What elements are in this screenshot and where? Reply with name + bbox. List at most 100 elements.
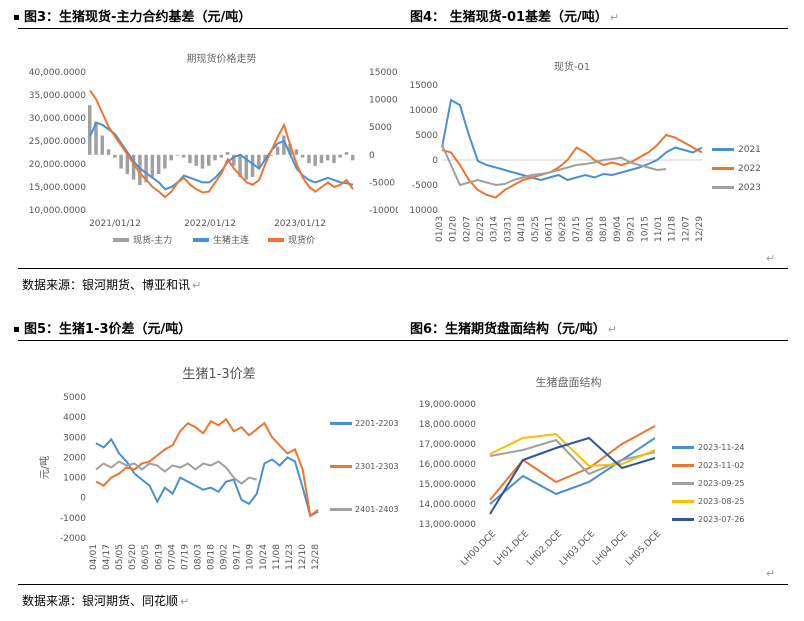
chart-futures-curve-structure: 生猪盘面结构 13,000.0000 14,000.0000 15,000.0000 1… — [419, 375, 745, 568]
return-mark-icon: ↵ — [607, 323, 618, 336]
series-line-2022 — [441, 133, 703, 199]
x-tick-label: 08/01 — [586, 216, 596, 242]
x-tick-label: 11/01 — [654, 216, 664, 242]
basis-bar — [219, 154, 223, 158]
basis-bar — [351, 154, 355, 161]
y-tick-label: 3000 — [63, 433, 86, 443]
basis-bar — [213, 154, 217, 161]
y-tick-label: -2000 — [60, 534, 86, 544]
basis-bar — [119, 154, 123, 169]
legend-swatch — [330, 465, 352, 468]
series-line-2023-11-24 — [489, 437, 656, 505]
legend-swatch — [330, 422, 352, 425]
basis-bar — [181, 154, 186, 158]
basis-bar — [113, 154, 117, 158]
legend-label: 2023 — [738, 183, 761, 193]
x-tick-label: 11/18 — [668, 216, 678, 242]
legend-swatch — [672, 518, 694, 521]
source-note-bottom: 数据来源：银河期货、同花顺 ↵ — [22, 594, 190, 608]
legend-label: 现货价 — [288, 234, 315, 246]
legend-swatch — [113, 238, 129, 242]
y-tick-label: 14,000.0000 — [419, 500, 477, 510]
x-tick-label: 11/23 — [285, 544, 295, 570]
basis-bar — [325, 154, 330, 161]
x-tick-label: 09/21 — [627, 216, 637, 242]
basis-bar — [156, 154, 161, 175]
figure-6-title: 图6：生猪期货盘面结构（元/吨） ↵ — [410, 322, 618, 337]
basis-bar — [88, 105, 92, 155]
basis-bar — [307, 154, 311, 164]
series-line-2023-07-26 — [489, 436, 656, 515]
x-tick-label: 07/19 — [180, 544, 190, 570]
y-tick-label: 17,000.0000 — [419, 440, 477, 450]
y-left-tick-label: 30,000.0000 — [29, 114, 87, 124]
legend-label: 2021 — [738, 145, 761, 155]
x-tick-label: LH05.DCE — [624, 529, 663, 568]
x-tick-label: 05/05 — [115, 544, 125, 570]
y-right-tick-label: -5000 — [369, 178, 395, 188]
basis-bar — [94, 121, 98, 155]
y-tick-label: 1000 — [63, 474, 86, 484]
basis-bar — [332, 154, 336, 164]
basis-bar — [313, 154, 317, 166]
basis-bar — [244, 154, 249, 180]
y-tick-label: 13,000.0000 — [419, 520, 477, 530]
x-tick-label: 01/20 — [449, 216, 459, 242]
legend-label: 2023-08-25 — [698, 497, 745, 506]
middle-rule — [18, 340, 788, 341]
y-tick-label: 0 — [432, 156, 438, 166]
legend-swatch — [672, 464, 694, 467]
y-tick-label: 15000 — [410, 81, 438, 91]
chart-spot-futures-trend: 期现货价格走势 10,000.0000 15,000.0000 20,000.0000… — [29, 52, 398, 246]
source-note-top: 数据来源：银河期货、博亚和讯 ↵ — [22, 278, 202, 292]
legend-swatch — [193, 238, 209, 242]
basis-bar — [106, 149, 111, 155]
y-tick-label: -5000 — [412, 181, 438, 191]
basis-bar — [300, 154, 305, 158]
chart-title: 期现货价格走势 — [187, 52, 257, 65]
chart-title: 现货-01 — [554, 60, 590, 73]
figure-4-title: 图4： 生猪现货-01基差（元/吨） ↵ — [410, 10, 620, 25]
y-tick-label: 19,000.0000 — [419, 400, 477, 410]
basis-bar — [269, 154, 274, 156]
y-left-tick-label: 40,000.0000 — [29, 68, 87, 78]
series-line-2023-11-02 — [489, 425, 656, 501]
y-tick-label: 18,000.0000 — [419, 420, 477, 430]
x-tick-label: 08/03 — [193, 544, 203, 570]
return-mark-icon: ↵ — [609, 11, 620, 24]
basis-bar — [200, 154, 205, 169]
series-line-2023-09-25 — [489, 438, 656, 476]
basis-bar — [206, 154, 211, 166]
y-right-tick-label: 10000 — [369, 96, 398, 106]
legend-label: 现货-主力 — [133, 234, 172, 246]
x-tick-label: 07/15 — [572, 216, 582, 242]
series-line-2023-08-25 — [489, 432, 656, 468]
x-tick-label: 06/19 — [154, 544, 164, 570]
x-tick-label: 06/05 — [141, 544, 151, 570]
basis-bar — [163, 154, 167, 169]
x-tick-label: 12/07 — [681, 216, 691, 242]
y-tick-label: 2000 — [63, 453, 86, 463]
x-tick-label: 10/09 — [246, 544, 256, 570]
y-right-tick-label: -10000 — [369, 206, 398, 216]
top-rule — [18, 28, 788, 29]
basis-bar — [100, 135, 105, 155]
legend-swatch — [712, 186, 734, 189]
basis-bar — [144, 154, 148, 183]
basis-bar — [338, 154, 342, 158]
y-left-tick-label: 10,000.0000 — [29, 206, 87, 216]
y-tick-label: 5000 — [415, 131, 438, 141]
legend-swatch — [712, 148, 734, 151]
legend-label: 2301-2303 — [355, 462, 398, 471]
return-mark-icon: ↵ — [180, 595, 190, 608]
series-line-2201-2203 — [95, 437, 319, 518]
x-tick-label: 2021/01/12 — [89, 219, 141, 229]
chart-spot-01-basis: 现货-01 -10000 -5000 0 5000 10000 15000 01/03 01/2… — [410, 60, 761, 242]
y-tick-label: 10000 — [410, 106, 438, 116]
figure-5-title: 图5：生猪1-3价差（元/吨） — [14, 318, 191, 337]
x-tick-label: 09/02 — [220, 544, 230, 570]
basis-bar — [319, 154, 324, 164]
x-tick-label: 03/14 — [490, 216, 500, 242]
chart-title: 生猪盘面结构 — [536, 375, 602, 389]
source-rule-bottom — [18, 584, 788, 585]
